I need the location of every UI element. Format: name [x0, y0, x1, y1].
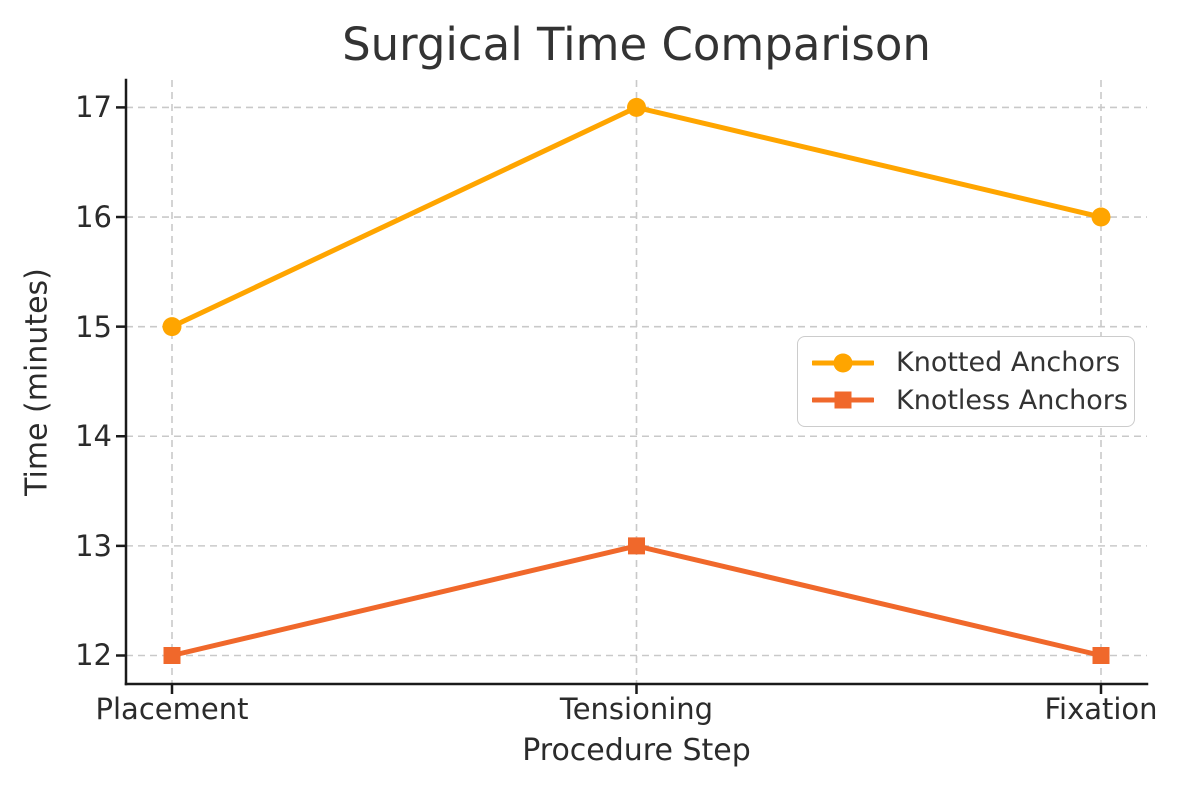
y-tick-label: 15 — [75, 309, 112, 344]
legend-item-knotted-anchors: Knotted Anchors — [812, 347, 1134, 378]
legend-swatch-square-icon — [812, 391, 874, 409]
y-tick-label: 12 — [75, 638, 112, 673]
legend-label: Knotted Anchors — [896, 347, 1121, 379]
x-tick-label: Placement — [95, 692, 249, 726]
data-point-marker-knotted-anchors — [627, 97, 646, 117]
legend-label: Knotless Anchors — [896, 384, 1128, 416]
legend-item-knotless-anchors: Knotless Anchors — [812, 385, 1134, 416]
x-tick-label: Fixation — [1044, 692, 1158, 726]
chart-title: Surgical Time Comparison — [342, 18, 931, 71]
data-point-marker-knotted-anchors — [1091, 207, 1111, 227]
y-tick-label: 14 — [75, 419, 112, 454]
data-point-marker-knotless-anchors — [163, 646, 181, 664]
y-tick-label: 13 — [75, 528, 112, 563]
x-tick-label: Tensioning — [559, 692, 714, 726]
data-point-marker-knotless-anchors — [628, 537, 645, 555]
y-tick-label: 16 — [75, 200, 112, 235]
y-tick-label: 17 — [75, 90, 112, 125]
legend: Knotted Anchors Knotless Anchors — [797, 336, 1135, 427]
x-axis-label: Procedure Step — [522, 733, 751, 768]
legend-swatch-circle-icon — [812, 353, 874, 373]
data-point-marker-knotted-anchors — [162, 317, 182, 337]
data-point-marker-knotless-anchors — [1092, 646, 1110, 664]
